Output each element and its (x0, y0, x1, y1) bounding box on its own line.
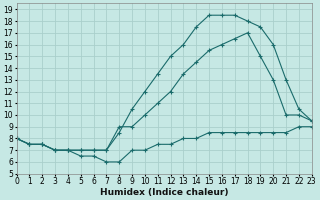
X-axis label: Humidex (Indice chaleur): Humidex (Indice chaleur) (100, 188, 228, 197)
